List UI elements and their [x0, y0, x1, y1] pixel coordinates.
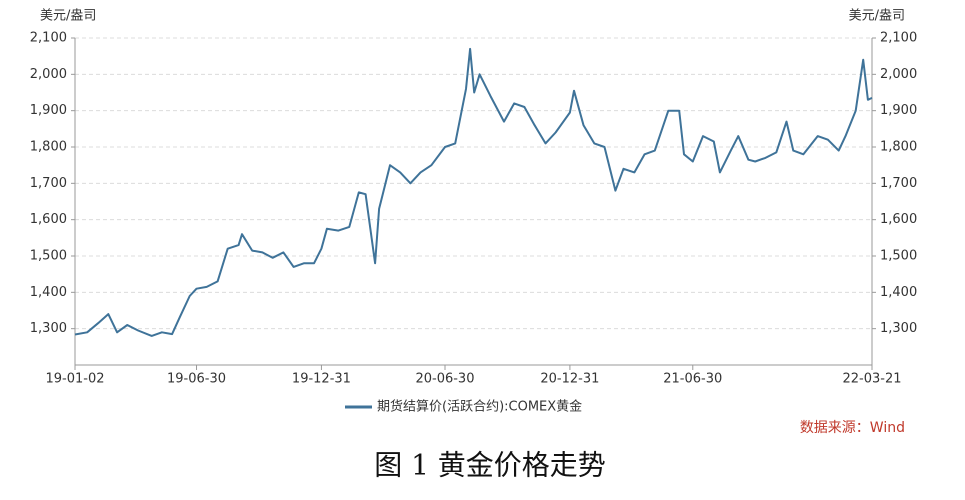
source: 数据来源：Wind: [800, 420, 905, 436]
x-tick-label: 22-03-21: [842, 372, 901, 387]
legend-label: 期货结算价(活跃合约):COMEX黄金: [377, 399, 582, 415]
y-tick-label: 2,100: [30, 31, 67, 46]
x-tick-label: 20-06-30: [415, 372, 474, 387]
y-tick-label: 1,700: [30, 176, 67, 191]
y2-tick-label: 1,800: [880, 140, 917, 155]
y2-tick-label: 1,600: [880, 212, 917, 227]
x-tick-label: 19-12-31: [292, 372, 351, 387]
caption: 图 1 黄金价格走势: [374, 449, 606, 482]
y-tick-label: 1,300: [30, 321, 67, 336]
y-tick-label: 1,600: [30, 212, 67, 227]
y-tick-label: 1,400: [30, 285, 67, 300]
x-tick-label: 20-12-31: [540, 372, 599, 387]
y2-tick-label: 2,100: [880, 31, 917, 46]
y2-tick-label: 1,900: [880, 103, 917, 118]
y2-tick-label: 1,700: [880, 176, 917, 191]
y2-tick-label: 1,500: [880, 249, 917, 264]
line: [74, 47, 873, 337]
y-tick-label: 1,800: [30, 140, 67, 155]
x-tick-label: 21-06-30: [663, 372, 722, 387]
y2-tick-label: 1,400: [880, 285, 917, 300]
x-tick-label: 19-06-30: [167, 372, 226, 387]
y-axis-label: 美元/盎司: [40, 9, 96, 24]
y2-tick-label: 1,300: [880, 321, 917, 336]
y2-tick-label: 2,000: [880, 67, 917, 82]
y-tick-label: 2,000: [30, 67, 67, 82]
y-tick-label: 1,900: [30, 103, 67, 118]
y-tick-label: 1,500: [30, 249, 67, 264]
y2-axis-label: 美元/盎司: [849, 9, 905, 24]
x-tick-label: 19-01-02: [45, 372, 104, 387]
